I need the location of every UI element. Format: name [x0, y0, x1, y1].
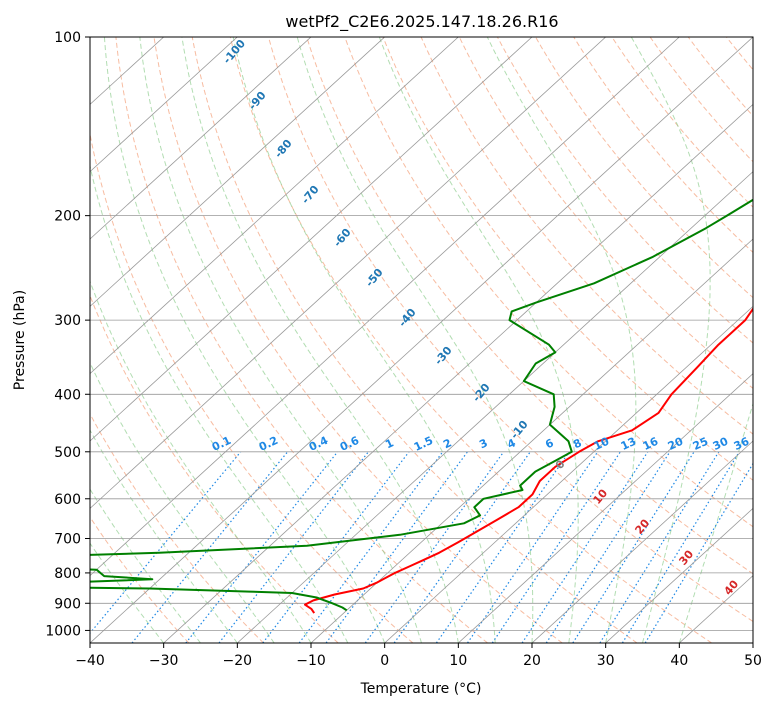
isotherm-line	[237, 171, 753, 643]
mixing-ratio-label: 30	[711, 435, 731, 453]
isotherm-line	[90, 37, 312, 240]
isotherm-line	[163, 103, 753, 643]
y-tick-label: 200	[54, 209, 81, 225]
x-tick-label: −20	[223, 653, 253, 669]
dry-adiabat-line	[382, 37, 753, 481]
isotherm-line	[90, 37, 238, 173]
dry-adiabat-line	[191, 37, 638, 643]
mixing-ratio-line	[262, 451, 410, 643]
y-tick-label: 600	[54, 492, 81, 508]
moist-adiabat-line	[181, 37, 459, 643]
x-tick-label: 40	[670, 653, 688, 669]
mixing-ratio-label: 13	[619, 435, 638, 453]
isotherm-line	[90, 37, 753, 643]
dry-adiabat-line	[268, 37, 753, 623]
mixing-ratio-line	[435, 451, 570, 643]
dry-adiabat-line	[458, 37, 753, 390]
dry-adiabat-line	[115, 37, 488, 643]
dry-adiabat-line	[90, 516, 190, 643]
x-tick-label: −30	[149, 653, 179, 669]
chart-title: wetPf2_C2E6.2025.147.18.26.R16	[285, 12, 558, 32]
dry-adiabat-line	[344, 37, 753, 528]
x-tick-label: 30	[597, 653, 615, 669]
dry-adiabat-line	[611, 37, 753, 208]
moist-adiabat-line	[90, 361, 275, 643]
y-tick-label: 1000	[45, 623, 81, 639]
x-tick-label: 50	[744, 653, 762, 669]
y-axis: 100 200 300 400 500 600 700 800 900 1000	[45, 30, 90, 639]
x-axis: −40 −30 −20 −10 0 10 20 30 40 50	[75, 643, 762, 669]
x-tick-label: −10	[296, 653, 326, 669]
x-axis-label: Temperature (°C)	[360, 681, 482, 697]
isotherm-line	[90, 37, 459, 375]
moist-adiabat-line	[296, 37, 534, 643]
mixing-ratio-label: 10	[592, 435, 612, 453]
y-axis-label: Pressure (hPa)	[12, 290, 28, 390]
x-tick-label: 0	[380, 653, 389, 669]
mixing-ratio-line	[131, 451, 289, 643]
y-tick-label: 900	[54, 596, 81, 612]
temperature-profile-line	[304, 307, 753, 614]
y-tick-label: 400	[54, 387, 81, 403]
moist-adiabat-line	[139, 37, 422, 643]
y-tick-label: 500	[54, 445, 81, 461]
isotherm-line	[458, 373, 753, 643]
dry-adiabat-line	[649, 37, 753, 163]
grid	[90, 37, 753, 643]
mixing-ratio-line	[467, 451, 599, 643]
x-tick-label: 10	[449, 653, 467, 669]
mixing-ratio-label: 36	[732, 435, 752, 453]
dry-adiabat-line	[765, 37, 775, 643]
isotherm-line	[90, 37, 533, 442]
moist-adiabat-line	[232, 37, 496, 643]
dry-adiabat-line	[90, 131, 414, 643]
moist-adiabat-line	[378, 37, 579, 643]
isotherm-line	[90, 37, 680, 577]
isotherm-line	[90, 37, 606, 509]
isotherm-line	[752, 642, 753, 643]
mixing-ratio-line	[572, 451, 695, 643]
mixing-ratio-line	[621, 451, 740, 643]
plot-frame	[89, 36, 754, 644]
mixing-ratio-label: 25	[691, 435, 710, 453]
isotherm-line	[310, 238, 753, 643]
y-tick-label: 800	[54, 566, 81, 582]
data-series	[90, 198, 753, 614]
mixing-ratio-line	[364, 451, 505, 643]
dry-adiabat-line	[306, 37, 753, 575]
mixing-ratio-label: 16	[641, 435, 661, 453]
y-tick-label: 700	[54, 532, 81, 548]
isotherm-line	[531, 440, 753, 643]
dry-adiabat-line	[229, 37, 712, 643]
moist-adiabat-line	[486, 37, 637, 643]
dewpoint-profile-line	[90, 198, 753, 612]
mixing-ratio-line	[393, 451, 531, 643]
dry-adiabat-line	[496, 37, 753, 344]
mixing-ratio-line	[599, 451, 720, 643]
y-tick-label: 100	[54, 30, 81, 46]
x-tick-label: 20	[523, 653, 541, 669]
dry-adiabat-line	[535, 37, 753, 299]
mixing-ratio-line	[185, 451, 339, 643]
mixing-ratio-line	[644, 462, 753, 643]
moist-adiabat-line	[630, 37, 711, 643]
moist-adiabat-line	[678, 401, 753, 643]
y-tick-label: 300	[54, 313, 81, 329]
isotherm-line	[384, 305, 753, 643]
mixing-ratio-label: 20	[666, 435, 686, 453]
x-tick-label: −40	[75, 653, 105, 669]
moist-adiabat-line	[90, 429, 238, 643]
isotherm-line	[90, 37, 385, 307]
isotherm-line	[605, 507, 753, 643]
mixing-ratio-line	[90, 451, 242, 635]
